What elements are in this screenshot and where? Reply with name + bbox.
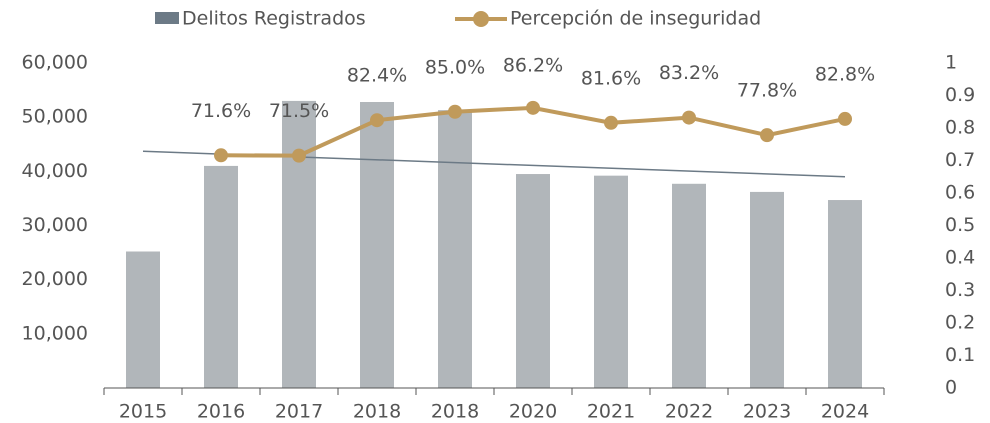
x-tick-label: 2023: [743, 401, 791, 423]
bar: [828, 200, 862, 388]
y-tick-label: 60,000: [22, 52, 88, 74]
point: [760, 128, 774, 143]
legend-label: Percepción de inseguridad: [510, 8, 761, 30]
bar: [438, 110, 472, 388]
data-label: 81.6%: [581, 67, 641, 89]
x-tick-label: 2018: [431, 401, 479, 423]
point: [448, 104, 462, 119]
bar: [126, 251, 160, 388]
x-tick-label: 2017: [275, 401, 323, 423]
y2-tick-label: 0.1: [945, 344, 975, 366]
bar: [594, 175, 628, 388]
legend-label: Delitos Registrados: [182, 8, 366, 30]
data-label: 77.8%: [737, 80, 797, 102]
y2-tick-label: 0.4: [945, 247, 975, 269]
point: [682, 110, 696, 125]
y2-tick-label: 0: [945, 377, 957, 399]
bar: [672, 183, 706, 388]
point: [838, 111, 852, 126]
point: [214, 148, 228, 163]
bar: [204, 165, 238, 388]
y2-tick-label: 0.2: [945, 312, 975, 334]
y2-tick-label: 0.7: [945, 149, 975, 171]
point: [526, 100, 540, 115]
x-tick-label: 2020: [509, 401, 557, 423]
y2-tick-label: 0.9: [945, 84, 975, 106]
data-label: 82.8%: [815, 63, 875, 85]
legend-swatch: [473, 11, 489, 27]
x-tick-label: 2024: [821, 401, 869, 423]
y2-tick-label: 1: [945, 52, 957, 74]
point: [370, 113, 384, 128]
data-label: 86.2%: [503, 55, 563, 77]
y-tick-label: 10,000: [22, 322, 88, 344]
data-label: 85.0%: [425, 56, 485, 78]
y-tick-label: 30,000: [22, 214, 88, 236]
bar: [360, 102, 394, 388]
bar: [750, 191, 784, 388]
y-tick-label: 50,000: [22, 106, 88, 128]
bar: [516, 174, 550, 388]
y2-tick-label: 0.3: [945, 279, 975, 301]
x-tick-label: 2022: [665, 401, 713, 423]
x-tick-label: 2016: [197, 401, 245, 423]
data-label: 71.6%: [191, 100, 251, 122]
point: [292, 148, 306, 163]
data-label: 71.5%: [269, 100, 329, 122]
bar: [282, 100, 316, 389]
y-tick-label: 40,000: [22, 160, 88, 182]
y2-tick-label: 0.8: [945, 117, 975, 139]
x-tick-label: 2021: [587, 401, 635, 423]
point: [604, 115, 618, 130]
y2-tick-label: 0.5: [945, 214, 975, 236]
data-label: 82.4%: [347, 65, 407, 87]
legend-swatch: [155, 12, 179, 24]
x-tick-label: 2018: [353, 401, 401, 423]
y-tick-label: 20,000: [22, 268, 88, 290]
y2-tick-label: 0.6: [945, 182, 975, 204]
data-label: 83.2%: [659, 62, 719, 84]
x-tick-label: 2015: [119, 401, 167, 423]
